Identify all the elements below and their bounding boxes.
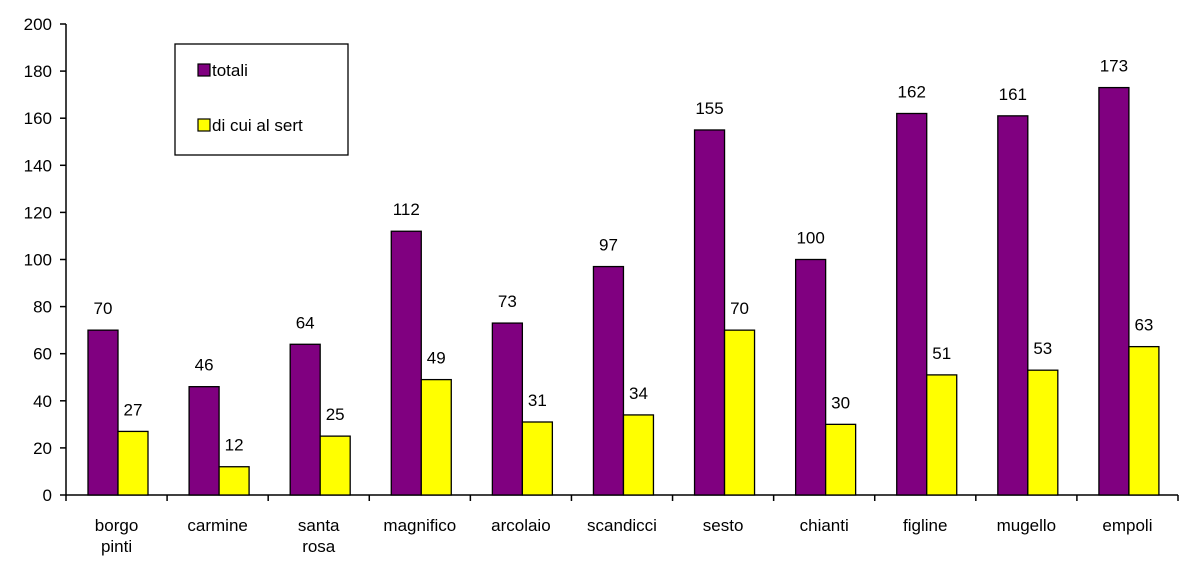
data-label: 161 <box>999 85 1027 104</box>
x-category-label: pinti <box>101 537 132 556</box>
data-label: 46 <box>195 356 214 375</box>
y-tick-label: 60 <box>33 345 52 364</box>
bar-totali <box>87 329 119 496</box>
bar-totali <box>592 265 625 496</box>
data-label: 100 <box>796 229 824 248</box>
x-category-label: magnifico <box>383 516 456 535</box>
data-label: 27 <box>124 400 143 419</box>
bar-di-cui-al-sert <box>420 378 452 496</box>
data-label: 70 <box>730 299 749 318</box>
data-label: 12 <box>225 436 244 455</box>
x-category-label: empoli <box>1102 516 1152 535</box>
legend: totali di cui al sert <box>174 43 349 156</box>
y-tick-label: 200 <box>24 15 52 34</box>
bars <box>87 86 1160 496</box>
data-label: 173 <box>1100 57 1128 76</box>
bar-totali <box>289 343 321 496</box>
data-label: 30 <box>831 393 850 412</box>
data-label: 64 <box>296 313 315 332</box>
legend-swatch <box>197 63 211 77</box>
bar-totali <box>693 129 726 496</box>
bar-di-cui-al-sert <box>622 414 655 496</box>
x-category-label: rosa <box>302 537 336 556</box>
x-category-label: arcolaio <box>491 516 551 535</box>
y-tick-label: 180 <box>24 62 52 81</box>
data-label: 112 <box>393 200 420 219</box>
x-category-label: carmine <box>187 516 247 535</box>
legend-label: di cui al sert <box>212 116 303 135</box>
bar-totali <box>896 112 928 496</box>
y-tick-label: 80 <box>33 298 52 317</box>
bar-di-cui-al-sert <box>117 430 149 496</box>
x-category-label: mugello <box>997 516 1057 535</box>
bar-di-cui-al-sert <box>218 466 250 496</box>
y-tick-label: 160 <box>24 109 52 128</box>
data-label: 51 <box>932 344 951 363</box>
x-category-label: chianti <box>800 516 849 535</box>
y-tick-label: 40 <box>33 392 52 411</box>
data-label: 73 <box>498 292 517 311</box>
x-category-label: scandicci <box>587 516 657 535</box>
data-label: 63 <box>1134 316 1153 335</box>
data-label: 155 <box>695 99 723 118</box>
bar-di-cui-al-sert <box>1027 369 1059 496</box>
data-label: 34 <box>629 384 648 403</box>
legend-swatch <box>197 118 211 132</box>
data-label: 70 <box>94 299 113 318</box>
bar-totali <box>491 322 524 496</box>
x-category-label: borgo <box>95 516 138 535</box>
bar-di-cui-al-sert <box>1128 345 1160 496</box>
y-tick-label: 120 <box>24 203 52 222</box>
bar-totali <box>997 115 1029 496</box>
x-category-label: figline <box>903 516 947 535</box>
data-label: 53 <box>1033 339 1052 358</box>
bar-totali <box>1098 86 1130 496</box>
data-label: 25 <box>326 405 345 424</box>
bar-totali <box>188 386 220 496</box>
data-label: 162 <box>898 82 926 101</box>
x-category-label: santa <box>298 516 340 535</box>
x-axis: borgo pinti carmine santa rosa magnifico arcol… <box>65 494 1179 556</box>
bar-totali <box>794 258 827 496</box>
y-tick-label: 20 <box>33 439 52 458</box>
y-tick-label: 140 <box>24 156 52 175</box>
data-label: 97 <box>599 236 618 255</box>
y-axis: 0 20 40 60 80 100 120 140 160 180 200 <box>24 15 67 505</box>
bar-di-cui-al-sert <box>723 329 756 496</box>
data-labels: 70 27 46 12 64 25 112 49 73 31 97 34 155 70 100 30 162 51… <box>94 57 1154 455</box>
legend-label: totali <box>212 61 248 80</box>
bar-di-cui-al-sert <box>319 435 351 496</box>
data-label: 31 <box>528 391 547 410</box>
y-tick-label: 0 <box>43 486 52 505</box>
legend-box <box>174 43 349 156</box>
bar-di-cui-al-sert <box>521 421 554 496</box>
bar-di-cui-al-sert <box>824 423 857 496</box>
data-label: 49 <box>427 349 446 368</box>
bar-totali <box>390 230 422 496</box>
x-category-label: sesto <box>703 516 744 535</box>
bar-di-cui-al-sert <box>926 374 958 496</box>
y-tick-label: 100 <box>24 251 52 270</box>
